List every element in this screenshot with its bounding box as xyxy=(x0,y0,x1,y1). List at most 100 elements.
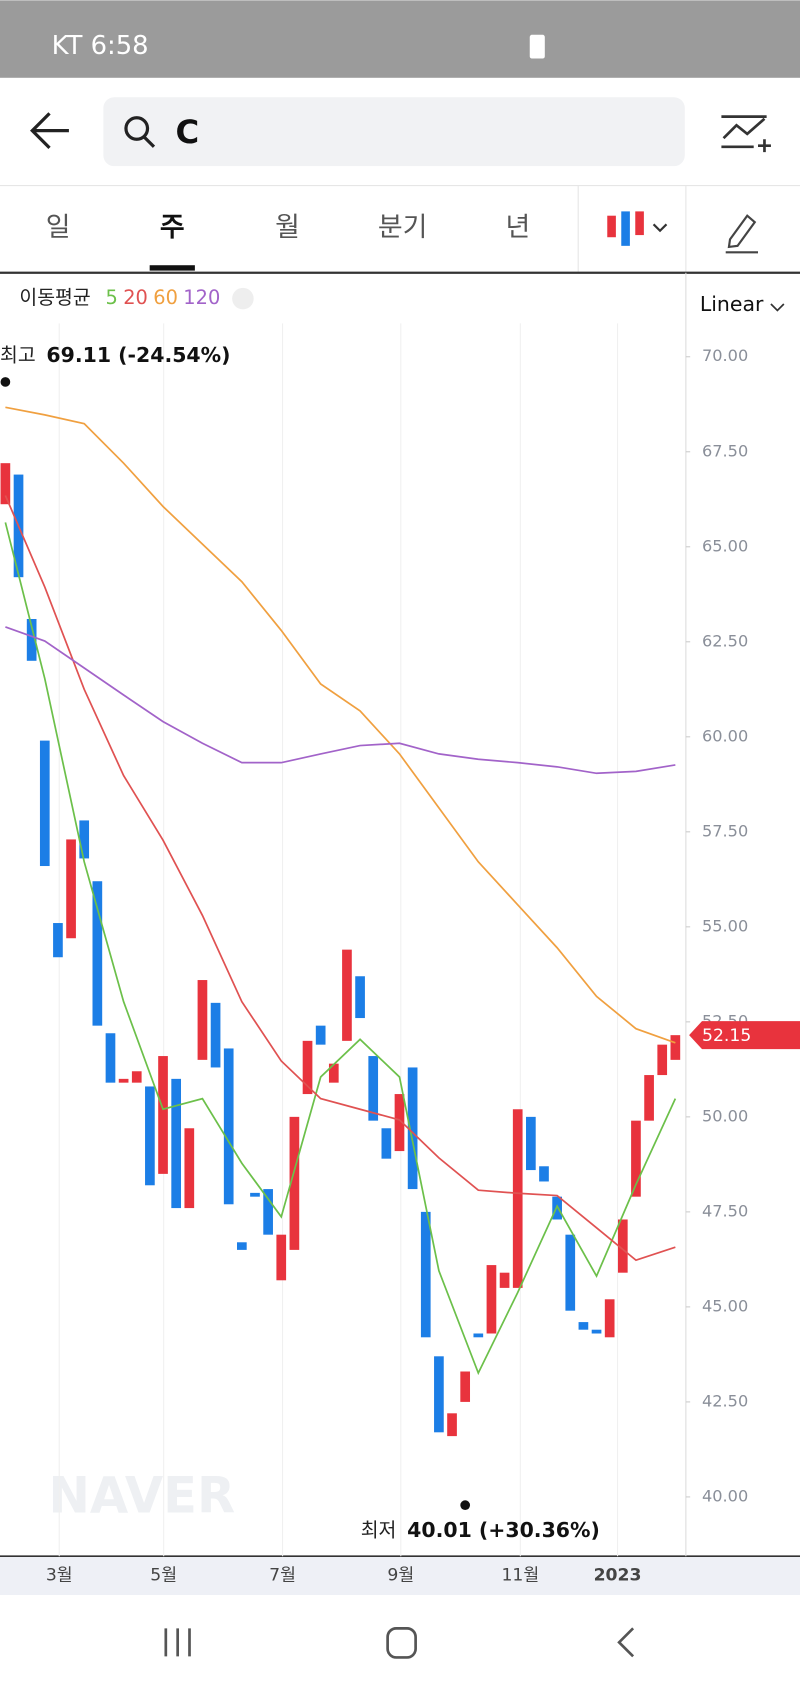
candle-body xyxy=(512,1109,523,1288)
extreme-marker xyxy=(460,1500,471,1510)
candle-body xyxy=(644,1075,654,1121)
candle-body xyxy=(66,839,76,939)
candle-body xyxy=(342,949,352,1041)
tab-indicator xyxy=(149,265,195,271)
y-tick-label: 70.00 xyxy=(702,346,748,365)
candle-body xyxy=(79,820,90,859)
candle-body xyxy=(394,1094,405,1152)
x-tick-label: 5월 xyxy=(150,1566,177,1586)
candle-body xyxy=(210,1002,221,1068)
candle-body xyxy=(591,1329,602,1334)
back-nav-button[interactable] xyxy=(617,1627,635,1658)
moving-average-line xyxy=(5,626,676,775)
recent-apps-button[interactable] xyxy=(164,1628,191,1657)
back-button[interactable] xyxy=(30,112,69,150)
candle-body xyxy=(131,1071,142,1083)
watermark: NAVER xyxy=(48,1467,235,1525)
candle-body xyxy=(381,1128,392,1159)
status-bar xyxy=(0,0,800,78)
candle-body xyxy=(39,740,50,867)
x-tick-label: 9월 xyxy=(387,1566,414,1586)
candle-body xyxy=(171,1078,182,1209)
candle-body xyxy=(118,1078,129,1083)
x-axis-strip xyxy=(0,1556,800,1595)
moving-average-line xyxy=(4,495,676,1262)
icon xyxy=(770,303,785,312)
candle-body xyxy=(368,1056,379,1121)
status-text: KT 6:58 xyxy=(52,31,149,61)
y-tick-label: 50.00 xyxy=(702,1106,748,1125)
candle-body xyxy=(539,1166,549,1182)
y-tick-label: 57.50 xyxy=(702,821,748,840)
search-box[interactable] xyxy=(103,97,685,167)
candle-body xyxy=(473,1333,484,1338)
candle-body xyxy=(26,618,37,661)
moving-average-line xyxy=(4,522,677,1376)
candle-body xyxy=(565,1234,576,1311)
tab[interactable]: 분기 xyxy=(378,212,428,243)
scale-selector[interactable]: Linear xyxy=(700,292,764,316)
candle-body xyxy=(223,1048,234,1205)
search-icon xyxy=(143,135,156,148)
y-tick-label: 62.50 xyxy=(702,631,748,650)
y-tick-label: 55.00 xyxy=(702,916,748,935)
tab[interactable]: 주 xyxy=(160,212,185,243)
candle-body xyxy=(604,1299,615,1338)
candle-body xyxy=(237,1242,247,1250)
candle-body xyxy=(145,1086,155,1186)
icon xyxy=(621,211,630,246)
legend-entry: 120 xyxy=(183,286,220,309)
candle-body xyxy=(302,1040,313,1095)
candle-body xyxy=(670,1035,681,1060)
chart-type-button[interactable] xyxy=(607,211,668,246)
candle-body xyxy=(197,980,208,1060)
nav-bar xyxy=(0,1594,800,1689)
home-button[interactable] xyxy=(386,1627,417,1659)
icon xyxy=(652,223,668,233)
tab[interactable]: 일 xyxy=(46,212,71,243)
search-icon xyxy=(124,116,150,141)
tab[interactable]: 년 xyxy=(506,212,531,243)
candle-body xyxy=(184,1128,195,1209)
x-tick-label: 7월 xyxy=(269,1566,296,1586)
candle-body xyxy=(328,1063,339,1083)
extreme-marker xyxy=(0,377,11,387)
price-tag xyxy=(689,1021,800,1050)
y-tick-label: 65.00 xyxy=(702,536,748,555)
x-tick-label: 11월 xyxy=(501,1566,539,1586)
candle-body xyxy=(447,1413,457,1437)
candle-body xyxy=(434,1356,444,1433)
draw-button[interactable] xyxy=(725,214,759,254)
icon xyxy=(635,211,644,236)
y-tick-label: 40.00 xyxy=(702,1486,748,1505)
candle-body xyxy=(631,1120,641,1197)
legend-entry: 60 xyxy=(153,286,178,309)
price-tag-label: 52.15 xyxy=(702,1026,751,1046)
candle-body xyxy=(526,1116,536,1171)
candle-body xyxy=(53,923,63,958)
y-tick-label: 42.50 xyxy=(702,1391,748,1410)
y-tick-label: 67.50 xyxy=(702,441,748,460)
search-query: C xyxy=(176,113,200,151)
candle-body xyxy=(420,1211,431,1338)
legend-entry: 20 xyxy=(123,286,148,309)
candle-body xyxy=(657,1044,668,1076)
candle-body xyxy=(578,1322,589,1330)
candle-body xyxy=(486,1265,497,1334)
y-tick-label: 47.50 xyxy=(702,1201,748,1220)
extreme-label: 최저 xyxy=(361,1518,397,1541)
y-tick-label: 60.00 xyxy=(702,726,748,745)
tab[interactable]: 월 xyxy=(275,212,300,243)
candle-body xyxy=(92,881,103,1026)
candle-body xyxy=(276,1234,287,1281)
extreme-label: 최고 xyxy=(0,344,36,367)
legend-title: 이동평균 xyxy=(19,286,90,309)
candle-body xyxy=(355,976,365,1019)
compare-button[interactable] xyxy=(721,115,771,153)
candle-body xyxy=(250,1192,260,1197)
candle-body xyxy=(105,1033,116,1083)
moving-average-line xyxy=(5,406,676,1044)
candle-body xyxy=(289,1116,300,1250)
